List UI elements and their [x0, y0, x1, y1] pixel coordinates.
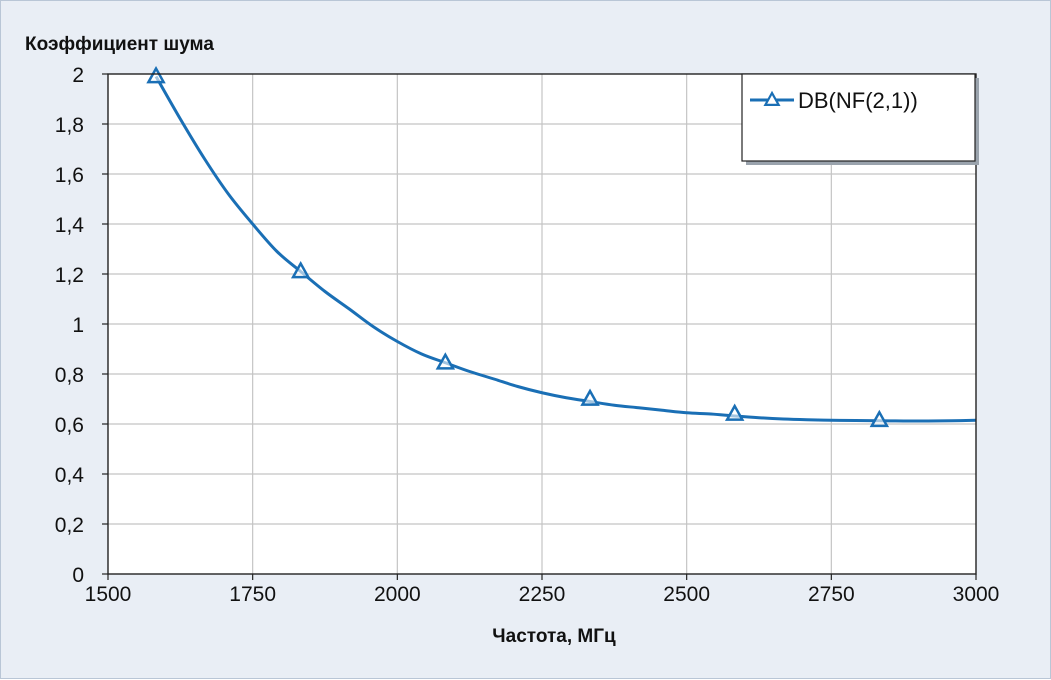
series-marker — [580, 388, 600, 406]
series-marker — [869, 409, 890, 428]
series-line — [154, 75, 977, 423]
x-tick-label: 1750 — [229, 583, 276, 606]
y-tick-label: 1,2 — [55, 264, 84, 287]
y-tick-label: 1 — [72, 314, 84, 337]
x-axis-label: Частота, МГц — [492, 626, 616, 647]
x-tick-label: 1500 — [85, 583, 132, 606]
tick-labels: 1500 1750 2000 2250 2500 2750 3000 0 0,2 0,4 0,6 0,… — [55, 64, 1000, 606]
legend: DB(NF(2,1)) — [741, 73, 979, 165]
y-tick-label: 0,2 — [55, 514, 84, 537]
y-tick-label: 0,6 — [55, 414, 84, 437]
series-layer — [146, 65, 977, 428]
plot-frame — [107, 73, 977, 575]
y-tick-label: 2 — [72, 64, 84, 87]
x-tick-label: 3000 — [953, 583, 1000, 606]
y-tick-label: 0,8 — [55, 364, 84, 387]
y-tick-label: 1,6 — [55, 164, 84, 187]
axes — [107, 73, 977, 575]
x-tick-label: 2250 — [519, 583, 566, 606]
x-tick-label: 2750 — [808, 583, 855, 606]
legend-entry-label: DB(NF(2,1)) — [798, 88, 918, 113]
legend-triangle-marker — [763, 90, 781, 107]
series-marker — [435, 352, 456, 370]
x-tick-label: 2000 — [374, 583, 421, 606]
y-tick-label: 0 — [72, 564, 84, 587]
y-axis-label: Коэффициент шума — [25, 34, 214, 55]
series-marker — [146, 65, 166, 84]
series-marker — [290, 260, 311, 279]
legend-box — [741, 73, 976, 162]
y-tick-label: 0,4 — [55, 464, 85, 487]
series-marker — [724, 403, 745, 421]
x-tick-label: 2500 — [663, 583, 710, 606]
y-tick-label: 1,8 — [55, 114, 84, 137]
gridlines — [102, 73, 977, 580]
y-tick-label: 1,4 — [55, 214, 85, 237]
